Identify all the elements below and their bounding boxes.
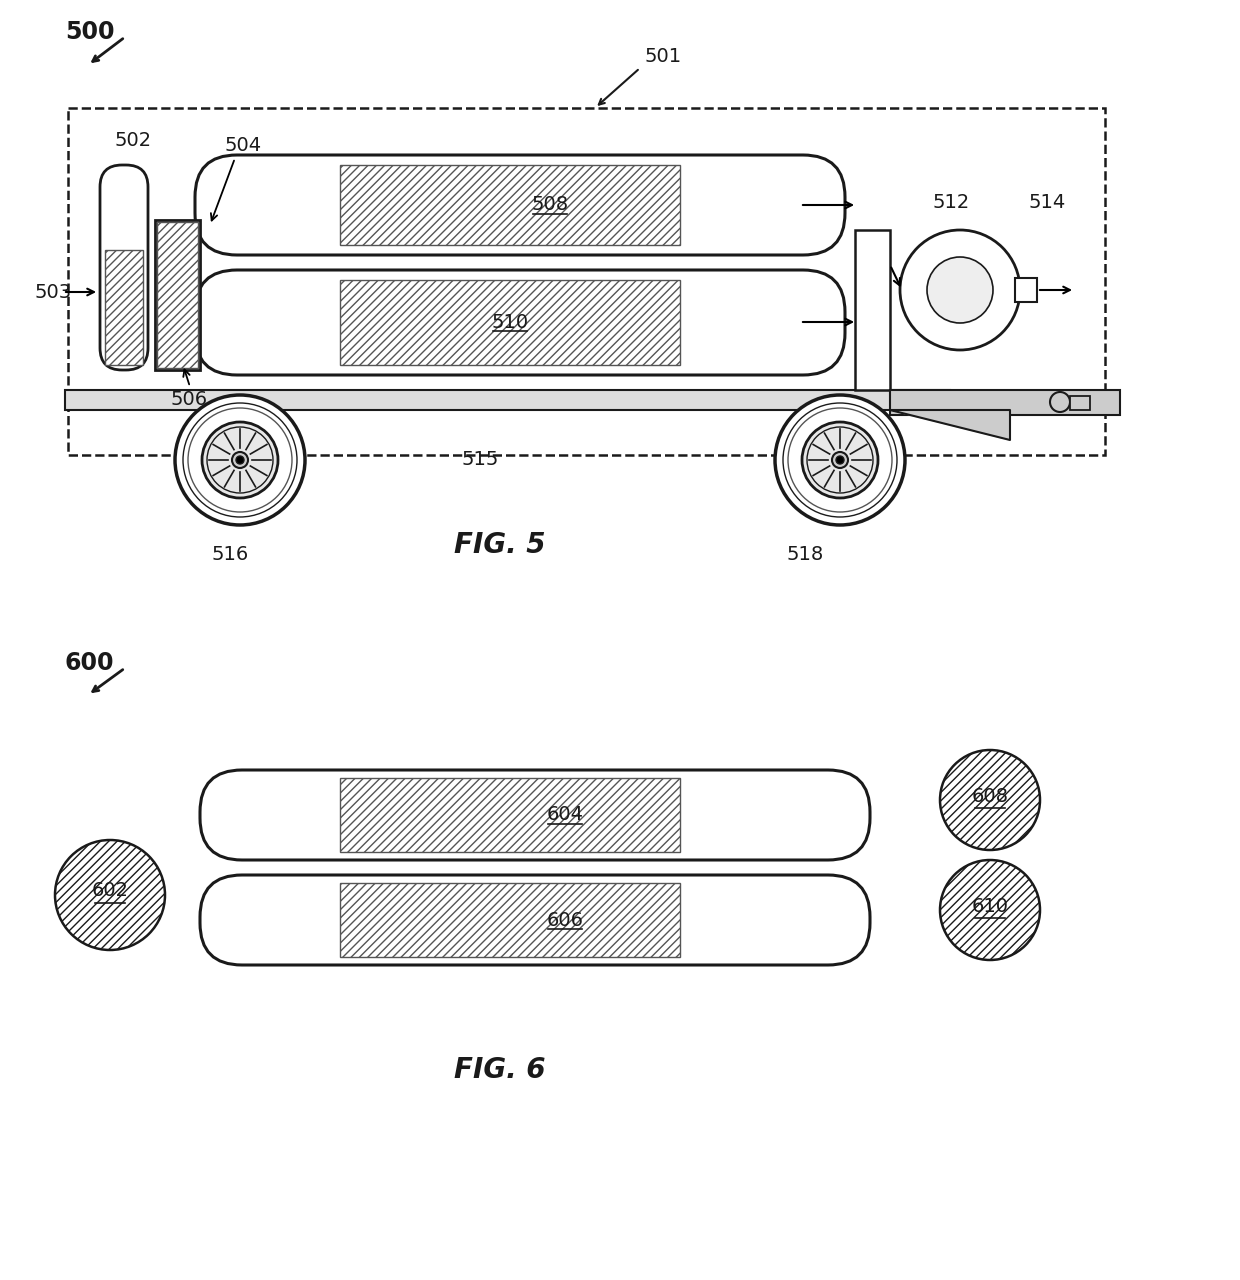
Text: 518: 518	[786, 545, 823, 564]
Text: 608: 608	[971, 786, 1008, 805]
FancyBboxPatch shape	[200, 771, 870, 860]
Circle shape	[836, 456, 844, 463]
Circle shape	[775, 396, 905, 525]
Bar	[340, 883, 680, 957]
Circle shape	[207, 428, 273, 493]
Bar	[340, 165, 680, 244]
Circle shape	[802, 422, 878, 498]
Text: 516: 516	[211, 545, 249, 564]
Bar	[68, 108, 1105, 454]
FancyBboxPatch shape	[100, 165, 148, 370]
FancyBboxPatch shape	[195, 270, 844, 375]
Text: 514: 514	[1028, 193, 1065, 212]
Bar	[155, 220, 200, 370]
Circle shape	[782, 403, 897, 517]
Bar	[340, 280, 680, 365]
Text: 610: 610	[971, 896, 1008, 915]
Polygon shape	[890, 410, 1011, 440]
Text: 506: 506	[170, 390, 207, 410]
Bar	[340, 778, 680, 852]
Text: 604: 604	[547, 805, 584, 824]
Text: FIG. 6: FIG. 6	[454, 1056, 546, 1084]
Circle shape	[184, 403, 298, 517]
Bar	[105, 250, 143, 365]
Circle shape	[928, 257, 993, 323]
Text: 602: 602	[92, 882, 129, 901]
Text: 600: 600	[64, 652, 114, 675]
Text: FIG. 5: FIG. 5	[454, 531, 546, 559]
Circle shape	[202, 422, 278, 498]
Bar	[890, 390, 1120, 415]
Circle shape	[236, 456, 244, 463]
Circle shape	[832, 452, 848, 468]
Text: 510: 510	[491, 312, 528, 332]
Circle shape	[900, 230, 1021, 349]
Text: 515: 515	[461, 451, 498, 468]
Text: 606: 606	[547, 910, 584, 929]
Circle shape	[1050, 392, 1070, 412]
Circle shape	[55, 840, 165, 950]
Circle shape	[940, 750, 1040, 850]
FancyBboxPatch shape	[200, 876, 870, 965]
Circle shape	[232, 452, 248, 468]
Bar	[64, 390, 950, 410]
Text: 502: 502	[115, 131, 153, 150]
Bar	[856, 230, 890, 390]
FancyBboxPatch shape	[195, 155, 844, 255]
Bar	[1016, 278, 1037, 302]
Text: 500: 500	[64, 20, 114, 44]
Bar	[157, 221, 198, 369]
Bar	[1070, 396, 1090, 410]
Circle shape	[188, 408, 291, 512]
Text: 508: 508	[532, 196, 569, 215]
Text: 512: 512	[932, 193, 970, 212]
Circle shape	[787, 408, 892, 512]
Circle shape	[807, 428, 873, 493]
Text: 504: 504	[224, 136, 262, 155]
Circle shape	[940, 860, 1040, 960]
Circle shape	[175, 396, 305, 525]
Text: 501: 501	[645, 47, 682, 67]
Text: 503: 503	[35, 283, 72, 302]
